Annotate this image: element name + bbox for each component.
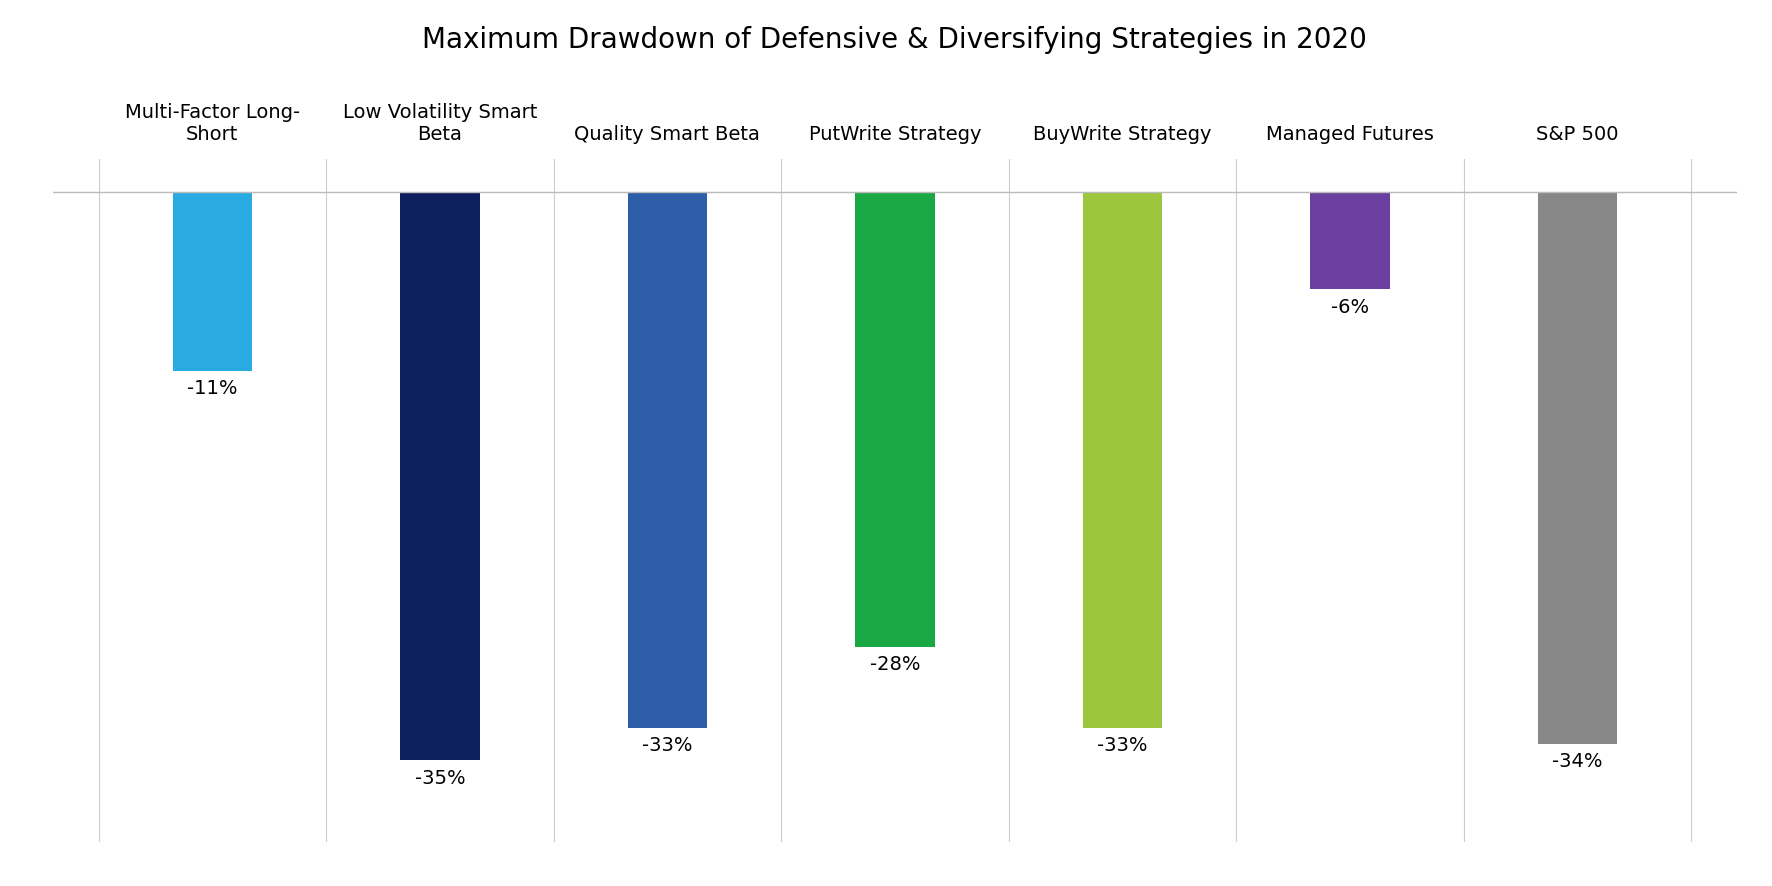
Text: -11%: -11% — [188, 379, 237, 398]
Bar — [627, 192, 707, 728]
Text: -6%: -6% — [1331, 298, 1370, 316]
Text: -34%: -34% — [1552, 752, 1602, 772]
Text: -33%: -33% — [641, 736, 693, 755]
Bar — [172, 192, 252, 370]
Bar — [1538, 192, 1618, 744]
Bar — [1310, 192, 1389, 290]
Bar — [400, 192, 480, 760]
Title: Maximum Drawdown of Defensive & Diversifying Strategies in 2020: Maximum Drawdown of Defensive & Diversif… — [422, 27, 1368, 54]
Text: -35%: -35% — [415, 768, 466, 788]
Bar — [856, 192, 934, 647]
Bar — [1083, 192, 1162, 728]
Text: -28%: -28% — [870, 655, 920, 674]
Text: -33%: -33% — [1097, 736, 1148, 755]
